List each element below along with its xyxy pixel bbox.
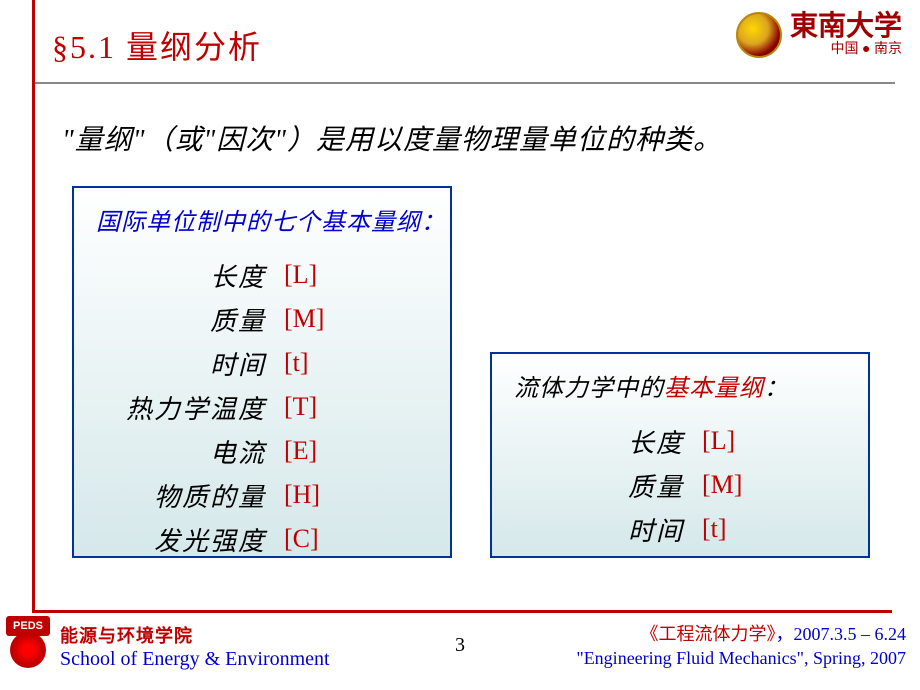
fluid-dimensions-box: 流体力学中的基本量纲： 长度 [L] 质量 [M] 时间 [t] — [490, 352, 870, 558]
dim-label: 物质的量 — [74, 477, 284, 514]
dim-row: 时间 [t] — [74, 341, 450, 385]
dim-row: 长度 [L] — [74, 253, 450, 297]
dim-label: 长度 — [74, 257, 284, 294]
course-name-cn: 《工程流体力学》 — [641, 624, 776, 644]
dim-label: 质量 — [74, 301, 284, 338]
dim-symbol: [L] — [702, 426, 735, 456]
course-title-en: "Engineering Fluid Mechanics", Spring, 2… — [576, 646, 906, 670]
dim-symbol: [M] — [702, 470, 742, 500]
title-prefix: 流体力学中的 — [514, 376, 664, 402]
university-seal-icon — [736, 12, 782, 58]
si-dimensions-table: 长度 [L] 质量 [M] 时间 [t] 热力学温度 [T] 电流 [E] 物质… — [74, 253, 450, 561]
dim-label: 长度 — [492, 423, 702, 460]
dim-row: 电流 [E] — [74, 429, 450, 473]
swirl-icon — [10, 632, 46, 668]
slide-footer: PEDS 能源与环境学院 School of Energy & Environm… — [0, 618, 920, 688]
school-name: 能源与环境学院 School of Energy & Environment — [60, 622, 330, 671]
footer-rule — [32, 610, 892, 613]
dim-row: 质量 [M] — [492, 463, 868, 507]
dim-symbol: [T] — [284, 392, 317, 422]
university-text: 東南大学 中国 ● 南京 — [790, 13, 902, 57]
page-number: 3 — [455, 634, 465, 657]
dim-symbol: [M] — [284, 304, 324, 334]
dim-row: 物质的量 [H] — [74, 473, 450, 517]
dim-row: 热力学温度 [T] — [74, 385, 450, 429]
dim-row: 时间 [t] — [492, 507, 868, 551]
school-name-en: School of Energy & Environment — [60, 648, 330, 671]
course-info: 《工程流体力学》，2007.3.5 – 6.24 "Engineering Fl… — [576, 622, 906, 671]
slide-header: §5.1 量纲分析 東南大学 中国 ● 南京 — [0, 0, 920, 82]
dim-label: 质量 — [492, 467, 702, 504]
dim-label: 热力学温度 — [74, 389, 284, 426]
title-suffix: ： — [764, 376, 789, 402]
dim-symbol: [C] — [284, 524, 319, 554]
university-location: 中国 ● 南京 — [831, 43, 902, 57]
dim-symbol: [L] — [284, 260, 317, 290]
fluid-dimensions-table: 长度 [L] 质量 [M] 时间 [t] — [492, 419, 868, 551]
university-logo-area: 東南大学 中国 ● 南京 — [736, 12, 902, 58]
left-vertical-rule — [32, 0, 35, 612]
dim-symbol: [t] — [702, 514, 727, 544]
dim-row: 质量 [M] — [74, 297, 450, 341]
si-dimensions-box: 国际单位制中的七个基本量纲： 长度 [L] 质量 [M] 时间 [t] 热力学温… — [72, 186, 452, 558]
dim-symbol: [E] — [284, 436, 317, 466]
header-rule — [35, 82, 895, 84]
title-highlight: 基本量纲 — [664, 376, 764, 402]
si-box-title: 国际单位制中的七个基本量纲： — [74, 202, 450, 237]
dim-symbol: [H] — [284, 480, 320, 510]
dim-label: 时间 — [492, 511, 702, 548]
dim-label: 电流 — [74, 433, 284, 470]
dim-row: 发光强度 [C] — [74, 517, 450, 561]
footer-logo: PEDS — [6, 616, 54, 668]
school-name-cn: 能源与环境学院 — [60, 622, 330, 648]
dim-symbol: [t] — [284, 348, 309, 378]
course-title-cn: 《工程流体力学》，2007.3.5 – 6.24 — [576, 622, 906, 646]
peds-badge: PEDS — [6, 616, 50, 636]
university-name: 東南大学 — [790, 13, 902, 41]
course-date: ，2007.3.5 – 6.24 — [776, 624, 907, 644]
dim-label: 发光强度 — [74, 521, 284, 558]
definition-text: "量纲"（或"因次"）是用以度量物理量单位的种类。 — [62, 118, 722, 158]
dim-row: 长度 [L] — [492, 419, 868, 463]
dim-label: 时间 — [74, 345, 284, 382]
fluid-box-title: 流体力学中的基本量纲： — [492, 368, 868, 403]
